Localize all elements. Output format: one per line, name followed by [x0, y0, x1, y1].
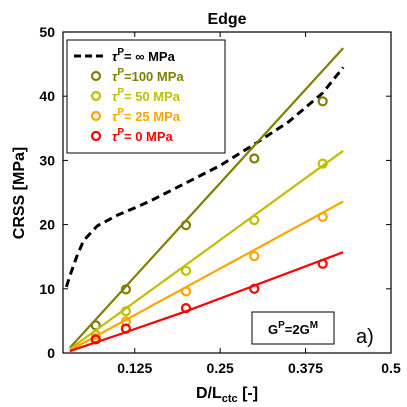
- legend-value: = 50 MPa: [124, 89, 181, 104]
- y-tick-label: 30: [39, 152, 55, 168]
- annotation-sup2: M: [310, 320, 318, 331]
- series-1-point: [317, 96, 328, 107]
- series-1-line: [68, 47, 345, 349]
- legend-marker-2: [90, 90, 102, 102]
- legend-symbol: τ: [112, 69, 118, 84]
- plot-area: [64, 47, 345, 353]
- plot-frame: [62, 31, 392, 354]
- annotation-sup1: P: [278, 320, 285, 331]
- series-2-point: [317, 158, 328, 169]
- y-axis-label: CRSS [MPa]: [11, 147, 28, 239]
- annotation-text: GP=2GM: [268, 320, 318, 337]
- series-4-point: [180, 303, 192, 314]
- series-2-line: [69, 149, 344, 350]
- series-1-point: [120, 284, 132, 295]
- series-2-point: [249, 215, 260, 226]
- annotation-mid: =2G: [285, 322, 310, 337]
- y-tick-label: 20: [39, 217, 55, 233]
- x-axis-ticks: 0.125 0.25 0.375 0.5: [117, 32, 401, 376]
- legend-superscript: P: [117, 107, 124, 118]
- panel-label: a): [356, 326, 374, 348]
- legend-label-4: τP= 0 MPa: [112, 127, 174, 144]
- legend-superscript: P: [117, 127, 124, 138]
- chart-title: Edge: [207, 11, 246, 28]
- series-4-point: [249, 283, 260, 294]
- legend-superscript: P: [117, 47, 124, 58]
- x-axis-label-main: D/L: [196, 385, 222, 402]
- x-tick-label: 0.25: [207, 360, 234, 376]
- x-axis-label-sub: ctc: [222, 393, 238, 405]
- legend-symbol: τ: [112, 49, 118, 64]
- x-tick-label: 0.5: [381, 360, 401, 376]
- legend-label-2: τP= 50 MPa: [112, 87, 181, 104]
- series-2-point: [180, 265, 192, 276]
- y-axis-ticks: 0 10 20 30 40 50: [39, 24, 391, 361]
- legend-symbol: τ: [112, 109, 118, 124]
- series-3-point: [249, 251, 260, 262]
- x-tick-label: 0.375: [288, 360, 323, 376]
- legend-symbol: τ: [112, 89, 118, 104]
- series-1-point: [249, 153, 260, 164]
- series-4-point: [317, 258, 328, 269]
- annotation-frame: [251, 311, 335, 345]
- legend-value: =100 MPa: [124, 69, 184, 84]
- x-axis-label-suffix: [-]: [238, 385, 258, 402]
- y-tick-label: 10: [39, 281, 55, 297]
- series-4-point: [120, 323, 132, 334]
- legend-marker-1: [90, 70, 102, 82]
- series-3-point: [317, 211, 328, 222]
- legend-value: = ∞ MPa: [124, 49, 176, 64]
- legend-superscript: P: [117, 67, 124, 78]
- x-axis-label: D/Lctc [-]: [196, 385, 258, 405]
- legend-marker-4: [90, 130, 102, 142]
- x-tick-label: 0.125: [117, 360, 152, 376]
- legend-label-1: τP=100 MPa: [112, 67, 184, 84]
- legend-marker-3: [90, 110, 102, 122]
- legend-value: = 0 MPa: [124, 129, 174, 144]
- series-3-point: [180, 286, 192, 297]
- y-tick-label: 50: [39, 24, 55, 40]
- legend-label-3: τP= 25 MPa: [112, 107, 181, 124]
- annotation-box: GP=2GM: [251, 311, 335, 345]
- annotation-base: G: [268, 322, 278, 337]
- legend-superscript: P: [117, 87, 124, 98]
- series-2-point: [120, 306, 132, 317]
- y-tick-label: 40: [39, 88, 55, 104]
- series-0-line: [64, 66, 345, 288]
- series-1-point: [180, 220, 192, 231]
- series-3-line: [69, 200, 344, 352]
- legend-symbol: τ: [112, 129, 118, 144]
- legend-label-0: τP= ∞ MPa: [112, 47, 176, 64]
- legend-value: = 25 MPa: [124, 109, 181, 124]
- y-tick-label: 0: [47, 345, 55, 361]
- series-4-point: [90, 334, 101, 345]
